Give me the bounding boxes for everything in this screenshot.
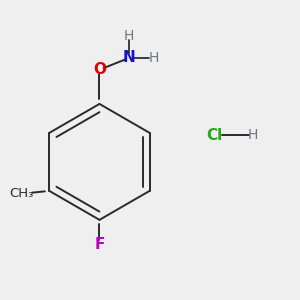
Text: F: F	[94, 237, 105, 252]
Text: H: H	[148, 51, 159, 65]
Text: H: H	[248, 128, 258, 142]
Text: CH₃: CH₃	[9, 187, 33, 200]
Text: H: H	[124, 28, 134, 43]
Text: Cl: Cl	[206, 128, 222, 142]
Text: N: N	[123, 50, 136, 65]
Text: O: O	[93, 62, 106, 77]
